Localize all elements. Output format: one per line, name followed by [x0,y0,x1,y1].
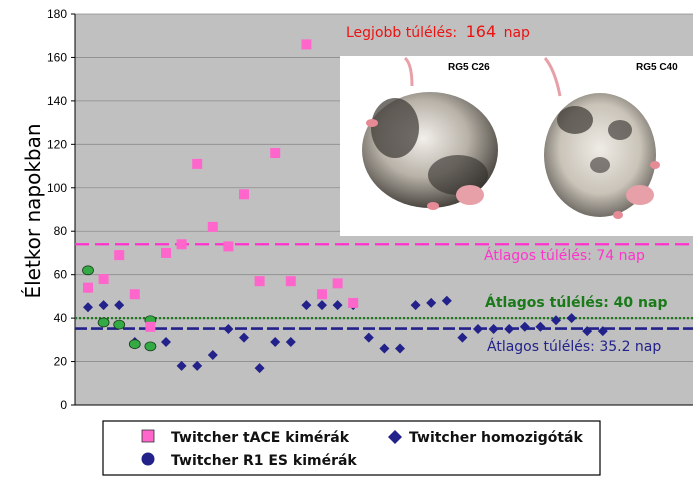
y-tick-label: 120 [47,137,67,151]
point-homozigota [395,343,405,354]
y-tick-label: 80 [54,224,68,238]
legend-label-r1-es: Twitcher R1 ES kimérák [171,453,357,469]
point-homozigota [192,360,203,371]
point-homozigota [223,323,234,334]
point-tace [129,289,140,300]
point-tace [223,241,234,252]
ref-line-label-35: Átlagos túlélés: 35.2 nap [487,338,661,355]
legend-marker-square [141,429,155,443]
point-homozigota [207,350,218,361]
point-homozigota [426,297,437,308]
y-tick-label: 100 [47,181,67,195]
y-axis-ticks: 0 20 40 60 80 100 120 140 160 180 [47,7,75,412]
point-homozigota [239,332,249,343]
point-tace [98,274,109,285]
legend-marker-circle [141,452,155,466]
data-points [82,39,608,374]
photo-label-left: RG5 C26 [448,62,490,73]
mouse-photo-left: RG5 C26 [340,56,517,236]
point-tace [285,276,296,287]
point-r1-es [113,319,126,330]
best-survival-label: Legjobb túlélés: [346,25,457,41]
point-tace [145,321,156,332]
point-homozigota [83,302,93,313]
legend-label-homozigotak: Twitcher homozigóták [409,430,583,446]
point-tace [332,278,343,289]
point-r1-es [144,341,157,352]
point-homozigota [317,300,327,311]
point-tace [239,189,249,200]
point-tace [83,282,93,293]
y-tick-label: 40 [54,311,68,325]
y-tick-label: 0 [60,398,67,412]
best-survival-unit: nap [504,25,530,41]
point-tace [270,148,281,159]
point-homozigota [114,300,125,311]
point-homozigota [410,300,421,311]
y-tick-label: 160 [47,50,67,64]
point-homozigota [473,323,483,334]
point-homozigota [363,332,374,343]
y-axis-label: Életkor napokban [21,123,45,298]
ref-line-label-40: Átlagos túlélés: 40 nap [485,294,667,311]
point-r1-es [82,265,94,276]
point-homozigota [254,363,265,374]
point-homozigota [285,337,296,348]
point-tace [161,247,171,258]
point-homozigota [582,326,593,337]
point-homozigota [457,332,468,343]
point-tace [254,276,265,287]
point-r1-es [97,317,110,328]
point-homozigota [504,323,515,334]
y-tick-label: 60 [54,268,68,282]
point-homozigota [441,295,452,306]
mouse-photo-right: RG5 C40 [517,56,693,236]
legend-label-tace: Twitcher tACE kimérák [171,430,350,446]
point-tace [301,39,312,50]
point-homozigota [161,337,171,348]
legend-marker-diamond [388,430,402,444]
point-homozigota [98,300,109,311]
point-tace [192,158,203,169]
y-tick-label: 20 [54,355,68,369]
point-tace [176,239,187,250]
point-homozigota [551,315,561,326]
point-homozigota [379,343,390,354]
y-tick-label: 180 [47,7,67,21]
point-homozigota [301,300,312,311]
point-tace [114,250,125,261]
point-homozigota [597,326,608,337]
point-homozigota [332,300,343,311]
point-tace [317,289,327,300]
legend: Twitcher tACE kimérák Twitcher homozigót… [102,420,601,476]
best-survival-value: 164 [466,22,497,41]
y-tick-label: 140 [47,94,67,108]
point-tace [207,221,218,232]
point-homozigota [270,337,281,348]
mouse-photo-group: RG5 C26 RG5 C40 [340,56,693,236]
point-homozigota [566,313,577,324]
point-homozigota [488,323,499,334]
point-homozigota [519,321,530,332]
point-r1-es [128,339,141,350]
point-tace [348,297,359,308]
best-survival-annotation: Legjobb túlélés: 164 nap [346,22,530,41]
photo-label-right: RG5 C40 [636,62,678,73]
point-homozigota [535,321,546,332]
point-homozigota [176,360,187,371]
ref-line-label-74: Átlagos túlélés: 74 nap [484,247,645,264]
